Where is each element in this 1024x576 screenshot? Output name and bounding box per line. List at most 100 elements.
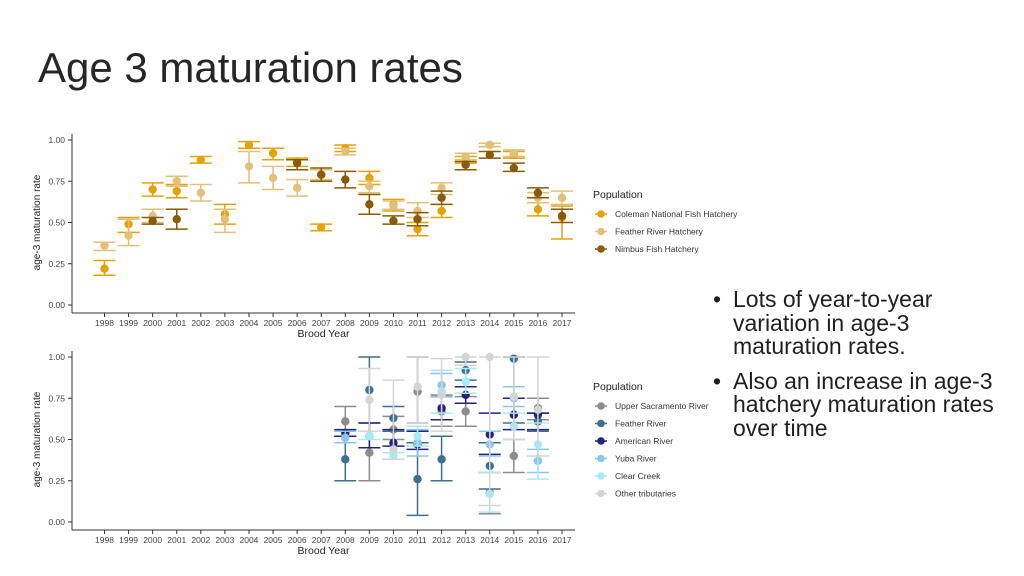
x-tick-label: 2002 bbox=[191, 535, 210, 545]
data-point bbox=[437, 206, 446, 216]
x-tick-label: 2010 bbox=[384, 318, 403, 328]
data-point bbox=[533, 205, 543, 214]
data-point bbox=[268, 173, 278, 183]
data-point bbox=[244, 140, 254, 150]
data-point bbox=[341, 175, 350, 184]
x-tick-label: 2008 bbox=[336, 318, 355, 328]
x-tick-label: 1998 bbox=[95, 535, 114, 545]
x-tick-label: 2012 bbox=[432, 318, 451, 328]
x-tick-label: 1999 bbox=[119, 535, 138, 545]
x-tick-label: 2013 bbox=[456, 535, 475, 545]
data-point bbox=[437, 183, 446, 193]
data-point bbox=[509, 451, 519, 461]
y-tick-label: 0.25 bbox=[48, 476, 65, 486]
data-point bbox=[341, 455, 350, 464]
bullet-item: Also an increase in age-3 hatchery matur… bbox=[713, 369, 1013, 441]
data-point bbox=[100, 264, 109, 273]
legend-marker bbox=[597, 437, 605, 445]
x-tick-label: 2014 bbox=[480, 535, 499, 545]
x-tick-label: 2000 bbox=[143, 318, 162, 328]
data-point bbox=[437, 455, 446, 464]
bullet-item: Lots of year-to-year variation in age-3 … bbox=[713, 287, 1013, 359]
x-tick-label: 2017 bbox=[553, 535, 572, 545]
y-axis-title: age-3 maturation rate bbox=[32, 174, 43, 270]
x-axis-title: Brood Year bbox=[298, 328, 350, 340]
data-point bbox=[485, 140, 494, 150]
x-tick-label: 2006 bbox=[288, 535, 307, 545]
data-point bbox=[461, 407, 470, 416]
x-tick-label: 1999 bbox=[119, 318, 138, 328]
x-tick-label: 2008 bbox=[336, 535, 355, 545]
x-tick-label: 2009 bbox=[360, 535, 379, 545]
y-tick-label: 0.00 bbox=[48, 300, 65, 310]
data-point bbox=[244, 162, 254, 171]
x-tick-label: 2004 bbox=[240, 535, 259, 545]
legend-marker bbox=[597, 227, 605, 236]
x-tick-label: 2003 bbox=[215, 318, 234, 328]
x-tick-label: 2001 bbox=[167, 318, 186, 328]
x-tick-label: 2012 bbox=[432, 535, 451, 545]
x-tick-label: 2009 bbox=[360, 318, 379, 328]
y-tick-label: 1.00 bbox=[48, 135, 65, 145]
data-point bbox=[533, 188, 543, 197]
data-point bbox=[509, 149, 519, 158]
data-point bbox=[533, 405, 543, 414]
data-point bbox=[317, 170, 326, 179]
data-point bbox=[268, 149, 278, 158]
y-tick-label: 0.75 bbox=[48, 393, 65, 403]
x-tick-label: 2013 bbox=[456, 318, 475, 328]
data-point bbox=[413, 224, 422, 234]
x-tick-label: 2011 bbox=[408, 535, 427, 545]
data-point bbox=[461, 352, 470, 362]
data-point bbox=[172, 186, 181, 196]
data-point bbox=[292, 158, 302, 168]
data-point bbox=[485, 150, 494, 160]
x-tick-label: 2004 bbox=[240, 318, 259, 328]
data-point bbox=[148, 216, 157, 226]
data-point bbox=[365, 182, 374, 191]
x-tick-label: 1998 bbox=[95, 318, 114, 328]
y-axis-title: age-3 maturation rate bbox=[32, 391, 43, 487]
data-point bbox=[196, 188, 206, 197]
legend-marker bbox=[597, 489, 605, 498]
data-point bbox=[365, 448, 374, 457]
data-point bbox=[389, 216, 398, 226]
data-point bbox=[437, 390, 446, 400]
x-tick-label: 2016 bbox=[528, 535, 547, 545]
legend-marker bbox=[597, 472, 605, 480]
legend-label: Feather River Hatchery bbox=[615, 227, 704, 237]
y-tick-label: 0.50 bbox=[48, 218, 65, 228]
data-point bbox=[100, 241, 109, 250]
data-point bbox=[148, 185, 157, 194]
x-tick-label: 2003 bbox=[215, 535, 234, 545]
legend-label: Feather River bbox=[615, 419, 667, 429]
data-point bbox=[509, 163, 519, 173]
legend-label: American River bbox=[615, 436, 673, 446]
legend-label: Nimbus Fish Hatchery bbox=[615, 244, 699, 254]
x-tick-label: 2002 bbox=[191, 318, 210, 328]
data-point bbox=[485, 352, 494, 362]
data-point bbox=[341, 433, 350, 443]
x-tick-label: 2010 bbox=[384, 535, 403, 545]
x-tick-label: 2001 bbox=[167, 535, 186, 545]
x-tick-label: 2015 bbox=[504, 535, 523, 545]
data-point bbox=[413, 382, 422, 391]
data-point bbox=[461, 377, 470, 386]
data-point bbox=[509, 392, 519, 401]
x-tick-label: 2000 bbox=[143, 535, 162, 545]
data-point bbox=[557, 211, 567, 221]
legend-marker bbox=[597, 402, 605, 410]
y-tick-label: 0.25 bbox=[48, 259, 65, 269]
x-tick-label: 2006 bbox=[288, 318, 307, 328]
data-point bbox=[389, 445, 398, 454]
legend-marker bbox=[597, 245, 605, 253]
data-point bbox=[365, 432, 374, 441]
data-point bbox=[124, 231, 133, 240]
data-point bbox=[413, 215, 422, 224]
x-axis-title: Brood Year bbox=[298, 545, 350, 557]
y-tick-label: 1.00 bbox=[48, 352, 65, 362]
data-point bbox=[292, 183, 302, 193]
x-tick-label: 2015 bbox=[504, 318, 523, 328]
legend-marker bbox=[597, 454, 605, 463]
data-point bbox=[365, 173, 374, 183]
